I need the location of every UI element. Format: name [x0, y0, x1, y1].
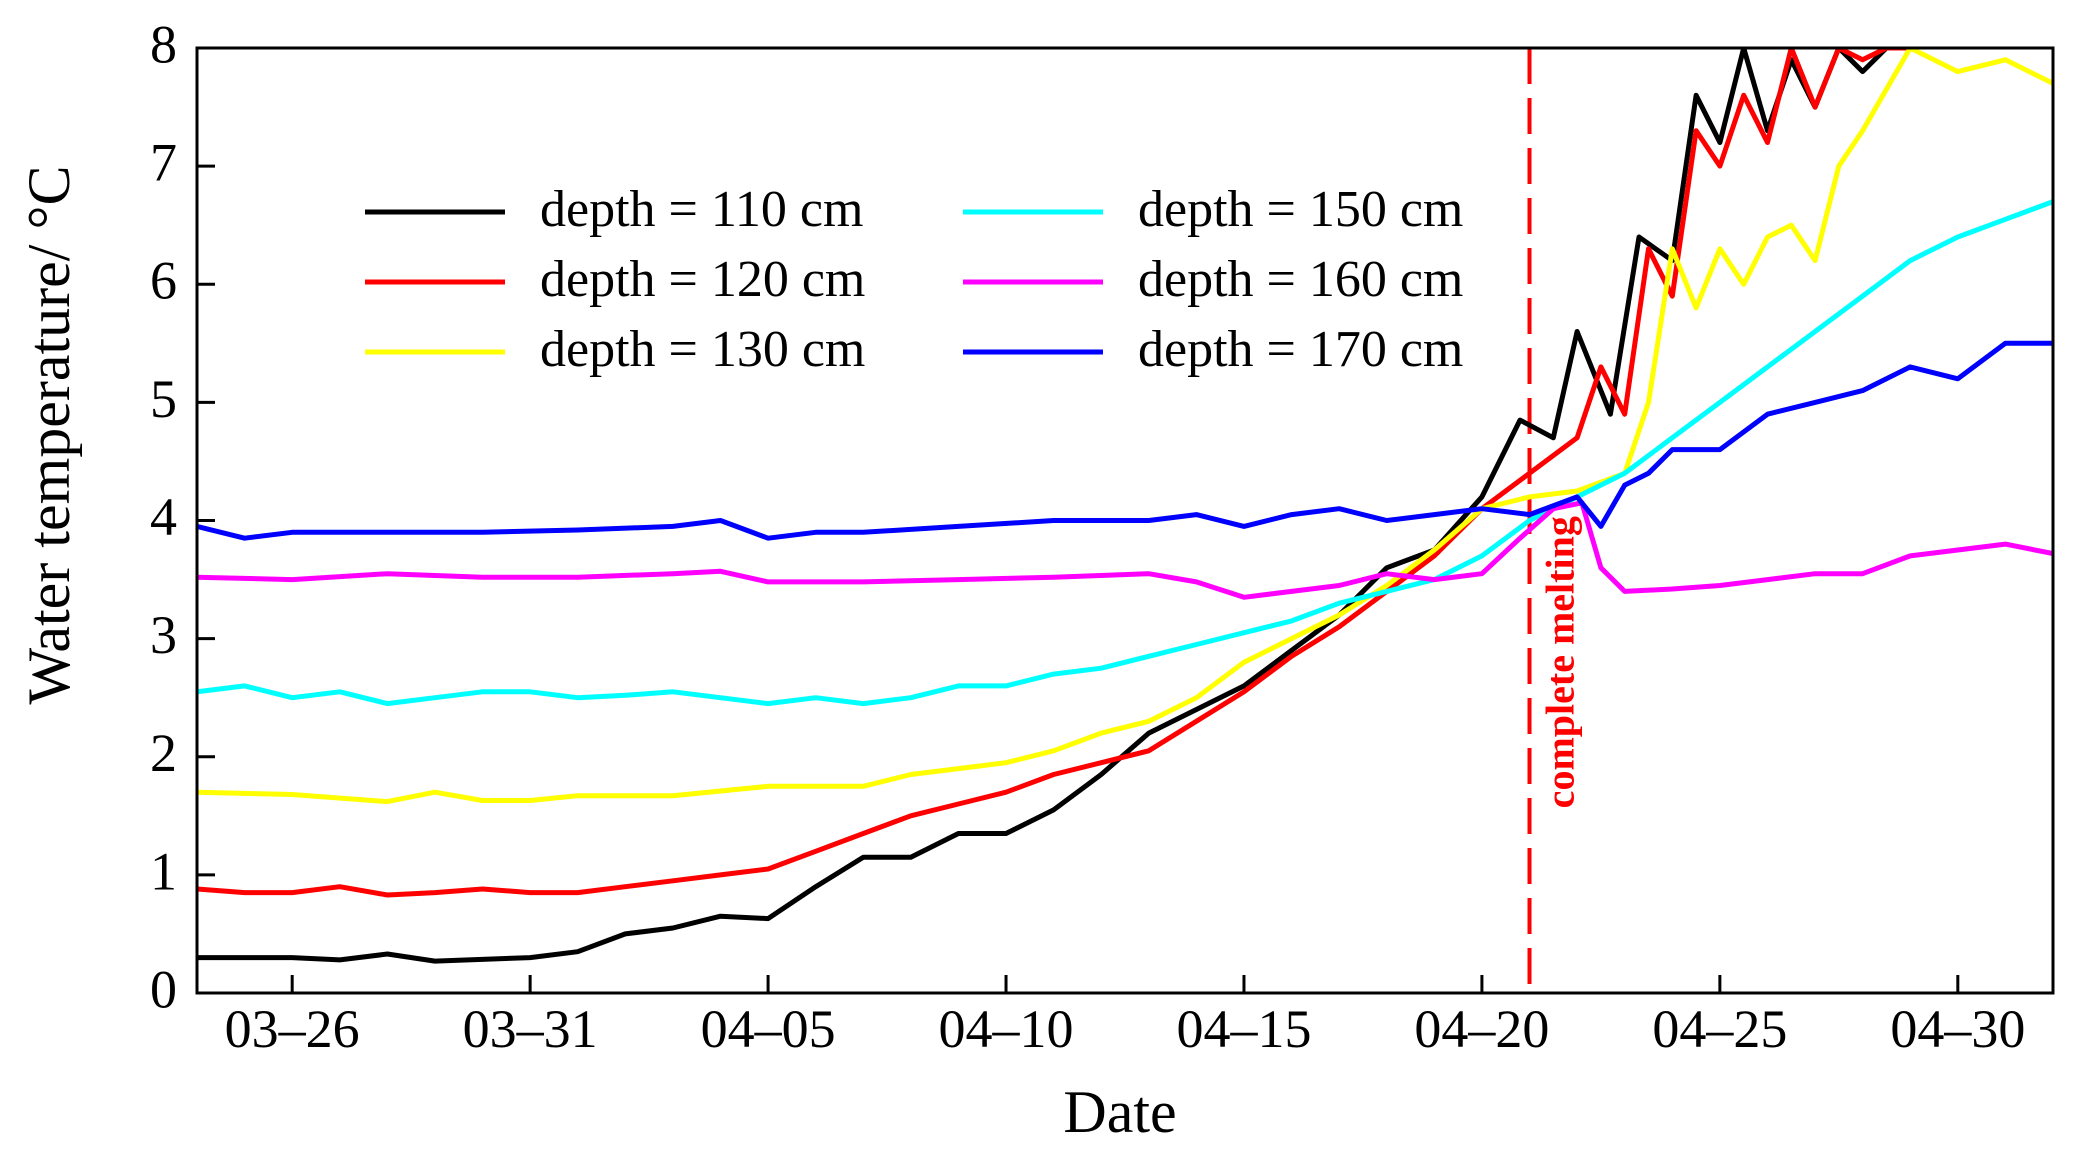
series-line-2: [197, 48, 1913, 898]
y-tick-label: 8: [150, 14, 177, 74]
series-line-1: [197, 48, 1913, 964]
y-tick-label: 4: [150, 487, 177, 547]
series-line-3: [197, 48, 2053, 805]
x-tick-label: 04–15: [1176, 999, 1311, 1059]
x-axis-label: Date: [1063, 1079, 1176, 1145]
y-tick-label: 0: [150, 959, 177, 1019]
legend-label: depth = 110 cm: [540, 181, 863, 238]
plot-lines: [197, 48, 2053, 964]
series-line-5: [197, 500, 2053, 600]
y-tick-label: 3: [150, 605, 177, 665]
legend-label: depth = 120 cm: [540, 251, 865, 308]
x-tick-label: 04–10: [939, 999, 1074, 1059]
legend: depth = 110 cm depth = 120 cm depth = 130 …: [365, 181, 1463, 378]
y-axis-title: Water temperature/ °C: [16, 166, 82, 705]
y-tick-label: 5: [150, 369, 177, 429]
series-line-6: [197, 340, 2053, 541]
plot-frame: [195, 46, 2055, 995]
x-tick-label: 04–30: [1890, 999, 2025, 1059]
y-tick-label: 6: [150, 251, 177, 311]
legend-label: depth = 150 cm: [1138, 181, 1463, 238]
complete-melting-label: complete melting: [1538, 516, 1583, 808]
x-tick-label: 04–25: [1652, 999, 1787, 1059]
x-tick-label: 04–20: [1414, 999, 1549, 1059]
series-line-4: [197, 199, 2053, 707]
legend-label: depth = 130 cm: [540, 321, 865, 378]
x-tick-label: 04–05: [701, 999, 836, 1059]
axis-ticks: 0 1 2 3 4 5 6 7 8 03–26 03–31 04–05 04–10 04–15 04–20 0…: [150, 14, 2025, 1059]
x-tick-label: 03–26: [225, 999, 360, 1059]
y-tick-label: 2: [150, 723, 177, 783]
x-tick-label: 03–31: [463, 999, 598, 1059]
y-tick-label: 7: [150, 133, 177, 193]
y-tick-label: 1: [150, 841, 177, 901]
legend-label: depth = 160 cm: [1138, 251, 1463, 308]
legend-label: depth = 170 cm: [1138, 321, 1463, 378]
y-axis-label: Water temperature/ °C: [16, 166, 82, 705]
